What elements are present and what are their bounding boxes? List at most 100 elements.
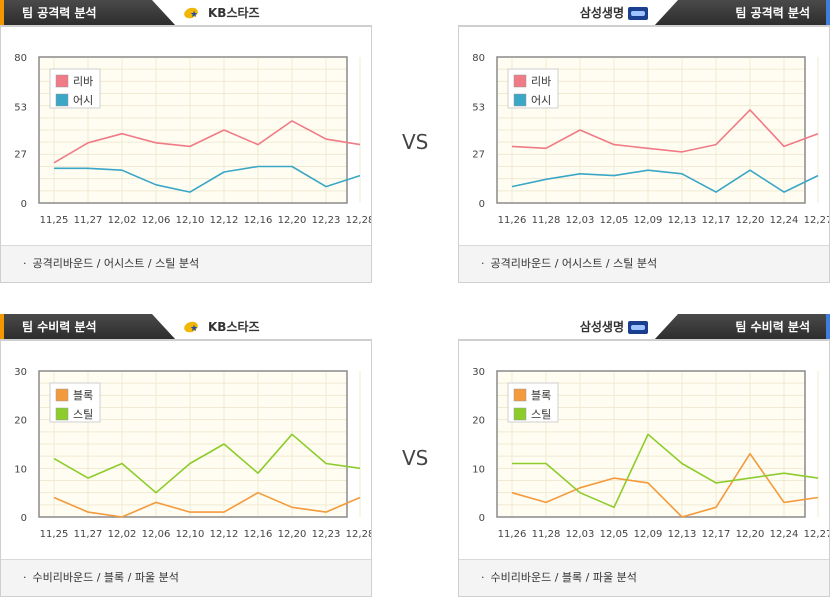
line-chart: 0 10 20 30 11,26 11,28 12,03 12,05 12,09 12,13 12,…	[472, 367, 829, 540]
footer-text: 수비리바운드 / 블록 / 파울 분석	[490, 571, 637, 584]
y-tick-label: 27	[472, 150, 485, 161]
chart-box: 0 10 20 30 11,26 11,28 12,03 12,05 12,09 12,13 12,…	[458, 340, 830, 597]
legend-swatch	[513, 388, 527, 402]
bullet-icon: ·	[481, 257, 485, 270]
y-tick-label: 0	[21, 199, 27, 210]
x-tick-label: 12,09	[634, 529, 663, 540]
legend-swatch	[55, 388, 69, 402]
x-tick-label: 12,28	[346, 215, 371, 226]
plot-frame	[38, 56, 348, 204]
team-name: KB스타즈	[208, 320, 260, 334]
x-tick-label: 12,20	[278, 529, 307, 540]
team-name: KB스타즈	[208, 6, 260, 20]
series-line	[53, 433, 361, 494]
x-tick-label: 11,28	[532, 215, 561, 226]
vs-label: VS	[402, 130, 429, 154]
legend-label: 스틸	[531, 408, 551, 421]
x-tick-label: 12,23	[312, 529, 341, 540]
x-tick-label: 12,16	[244, 215, 273, 226]
panel-offense-kb: 팀 공격력 분석 KB스타즈 0 27 53 80 11,25 11,27 12,02 12,…	[0, 0, 372, 283]
x-tick-label: 12,02	[108, 215, 137, 226]
series-line	[512, 433, 819, 509]
tab-title: 팀 공격력 분석	[0, 0, 176, 26]
x-tick-label: 12,13	[668, 215, 697, 226]
x-tick-label: 11,26	[498, 529, 527, 540]
x-tick-label: 12,20	[736, 529, 765, 540]
chart-footer: · 수비리바운드 / 블록 / 파울 분석	[1, 559, 371, 596]
x-tick-label: 11,27	[74, 215, 103, 226]
chart-area: 0 10 20 30 11,25 11,27 12,02 12,06 12,10 12,12 12,…	[1, 341, 371, 559]
x-tick-label: 12,20	[278, 215, 307, 226]
x-tick-label: 11,28	[532, 529, 561, 540]
y-tick-label: 10	[472, 464, 485, 475]
x-tick-label: 12,10	[176, 215, 205, 226]
line-chart: 0 27 53 80 11,25 11,27 12,02 12,06 12,10 12,12 12,…	[14, 53, 371, 226]
team-name: 삼성생명	[579, 6, 624, 20]
legend-swatch	[55, 74, 69, 88]
panel-header: 팀 공격력 분석 KB스타즈	[0, 0, 372, 27]
y-tick-label: 53	[14, 102, 27, 113]
line-chart: 0 10 20 30 11,25 11,27 12,02 12,06 12,10 12,12 12,…	[14, 367, 371, 540]
legend-label: 어시	[531, 94, 551, 107]
footer-text: 공격리바운드 / 어시스트 / 스틸 분석	[490, 257, 658, 270]
panel-header: 팀 수비력 분석 삼성생명	[458, 314, 830, 340]
legend-swatch	[513, 407, 527, 421]
x-tick-label: 12,10	[176, 529, 205, 540]
chart-box: 0 10 20 30 11,25 11,27 12,02 12,06 12,10 12,12 12,…	[0, 340, 372, 597]
team-label: KB스타즈	[182, 314, 260, 341]
chart-area: 0 10 20 30 11,26 11,28 12,03 12,05 12,09 12,13 12,…	[459, 341, 829, 559]
series-line	[54, 165, 361, 193]
kb-stars-logo-icon	[182, 317, 204, 341]
x-tick-label: 12,06	[142, 215, 171, 226]
legend-label: 블록	[531, 389, 551, 402]
bullet-icon: ·	[23, 257, 27, 270]
x-tick-label: 12,23	[312, 215, 341, 226]
y-tick-label: 0	[479, 513, 485, 524]
tab-title: 팀 공격력 분석	[654, 0, 830, 26]
x-tick-label: 12,16	[244, 529, 273, 540]
chart-footer: · 공격리바운드 / 어시스트 / 스틸 분석	[459, 245, 829, 282]
footer-text: 공격리바운드 / 어시스트 / 스틸 분석	[32, 257, 200, 270]
legend-swatch	[55, 407, 69, 421]
y-tick-label: 20	[14, 416, 27, 427]
tab-title: 팀 수비력 분석	[654, 314, 830, 340]
team-label: KB스타즈	[182, 0, 260, 27]
y-tick-label: 0	[21, 513, 27, 524]
x-tick-label: 12,09	[634, 215, 663, 226]
x-tick-label: 12,12	[210, 529, 239, 540]
series-line	[511, 452, 819, 518]
panel-defense-kb: 팀 수비력 분석 KB스타즈 0 10 20 30 11,25 11,27 12,02 12,…	[0, 314, 372, 597]
x-tick-label: 12,02	[108, 529, 137, 540]
x-tick-label: 12,13	[668, 529, 697, 540]
samsung-blueminx-logo-icon	[628, 320, 648, 334]
x-tick-label: 12,24	[770, 529, 799, 540]
y-tick-label: 30	[472, 367, 485, 378]
samsung-blueminx-logo-icon	[628, 6, 648, 20]
x-tick-label: 12,27	[804, 529, 829, 540]
x-tick-label: 11,26	[498, 215, 527, 226]
line-chart: 0 27 53 80 11,26 11,28 12,03 12,05 12,09 12,13 12,…	[472, 53, 829, 226]
chart-area: 0 27 53 80 11,26 11,28 12,03 12,05 12,09 12,13 12,…	[459, 27, 829, 245]
x-tick-label: 12,06	[142, 529, 171, 540]
divider	[458, 339, 830, 340]
y-tick-label: 53	[472, 102, 485, 113]
series-line	[53, 120, 361, 164]
footer-text: 수비리바운드 / 블록 / 파울 분석	[32, 571, 179, 584]
legend-label: 스틸	[73, 408, 93, 421]
x-tick-label: 12,28	[346, 529, 371, 540]
y-tick-label: 80	[472, 53, 485, 64]
panel-header: 팀 공격력 분석 삼성생명	[458, 0, 830, 26]
bullet-icon: ·	[481, 571, 485, 584]
legend-label: 리바	[73, 75, 93, 88]
y-tick-label: 80	[14, 53, 27, 64]
tab-title: 팀 수비력 분석	[0, 314, 176, 340]
series-line	[511, 169, 819, 193]
vs-label: VS	[402, 446, 429, 470]
divider	[458, 25, 830, 26]
team-label: 삼성생명	[580, 0, 648, 26]
bullet-icon: ·	[23, 571, 27, 584]
